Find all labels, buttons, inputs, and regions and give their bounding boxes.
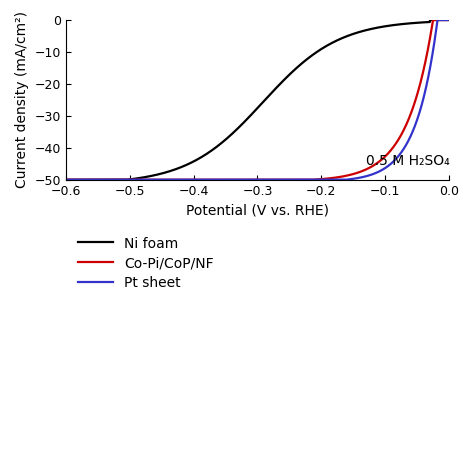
Co-Pi/CoP/NF	[50, 177, 56, 182]
X-axis label: Potential (V vs. RHE): Potential (V vs. RHE)	[186, 203, 329, 217]
Co-Pi/CoP/NF	[399, 132, 404, 137]
Y-axis label: Current density (mA/cm²): Current density (mA/cm²)	[15, 11, 29, 188]
Ni foam	[449, 17, 455, 23]
Pt sheet	[220, 177, 226, 182]
Ni foam	[96, 177, 101, 182]
Pt sheet	[449, 17, 455, 23]
Co-Pi/CoP/NF	[203, 177, 209, 182]
Ni foam	[119, 177, 125, 182]
Ni foam	[399, 21, 404, 27]
Pt sheet	[435, 17, 440, 23]
Ni foam	[427, 17, 433, 23]
Co-Pi/CoP/NF	[96, 177, 101, 182]
Pt sheet	[442, 17, 447, 23]
Co-Pi/CoP/NF	[119, 177, 125, 182]
Pt sheet	[96, 177, 101, 182]
Ni foam	[220, 139, 226, 144]
Pt sheet	[399, 150, 404, 155]
Co-Pi/CoP/NF	[449, 17, 455, 23]
Ni foam	[50, 177, 56, 182]
Co-Pi/CoP/NF	[220, 177, 226, 182]
Co-Pi/CoP/NF	[442, 17, 447, 23]
Ni foam	[442, 17, 447, 23]
Pt sheet	[50, 177, 56, 182]
Line: Ni foam: Ni foam	[53, 20, 452, 180]
Pt sheet	[203, 177, 209, 182]
Line: Co-Pi/CoP/NF: Co-Pi/CoP/NF	[53, 20, 452, 180]
Co-Pi/CoP/NF	[430, 17, 436, 23]
Ni foam	[203, 152, 209, 157]
Legend: Ni foam, Co-Pi/CoP/NF, Pt sheet: Ni foam, Co-Pi/CoP/NF, Pt sheet	[73, 232, 219, 296]
Text: 0.5 M H₂SO₄: 0.5 M H₂SO₄	[366, 154, 450, 167]
Line: Pt sheet: Pt sheet	[53, 20, 452, 180]
Pt sheet	[119, 177, 125, 182]
